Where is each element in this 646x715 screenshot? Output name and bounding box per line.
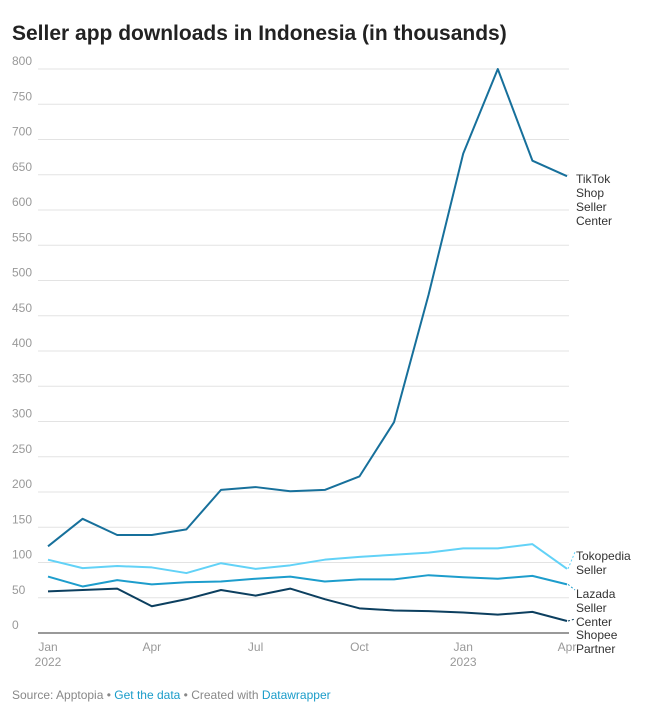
x-tick-label: Apr: [558, 640, 577, 654]
y-tick-label: 400: [12, 336, 32, 350]
line-chart: 0 50 100 150 200 250 300 350 400 450 500 550 600 650 7…: [12, 54, 631, 669]
y-tick-label: 200: [12, 477, 32, 491]
chart-title: Seller app downloads in Indonesia (in th…: [12, 22, 507, 45]
y-tick-label: 150: [12, 512, 32, 526]
y-tick-label: 600: [12, 195, 32, 209]
series-label: Seller: [576, 601, 607, 615]
series-line-3: [47, 587, 568, 622]
y-tick-label: 500: [12, 266, 32, 280]
y-tick-label: 0: [12, 618, 19, 632]
series-label: Seller: [576, 200, 607, 214]
separator: •: [103, 688, 115, 702]
datawrapper-link[interactable]: Datawrapper: [261, 688, 331, 702]
get-data-link[interactable]: Get the data: [114, 688, 181, 702]
y-tick-label: 450: [12, 301, 32, 315]
y-tick-label: 100: [12, 548, 32, 562]
label-connector: [567, 618, 576, 622]
y-tick-label: 800: [12, 54, 32, 68]
footer: Source: Apptopia • Get the data • Create…: [12, 688, 331, 702]
series-label: Tokopedia: [576, 549, 631, 563]
y-tick-label: 300: [12, 407, 32, 421]
series-label: Lazada: [576, 587, 616, 601]
y-tick-label: 250: [12, 442, 32, 456]
series-label: Center: [576, 615, 612, 629]
series-label: Seller: [576, 563, 607, 577]
series-label: TikTok: [576, 172, 611, 186]
separator: •: [180, 688, 192, 702]
y-tick-label: 650: [12, 160, 32, 174]
x-tick-label: Jan: [38, 640, 57, 654]
series-line-0: [47, 68, 568, 548]
series-label: Partner: [576, 642, 615, 656]
y-tick-label: 350: [12, 371, 32, 385]
x-tick-year: 2022: [35, 655, 62, 669]
y-tick-label: 750: [12, 89, 32, 103]
source: Source: Apptopia: [12, 688, 104, 702]
label-connector: [567, 551, 576, 570]
y-tick-label: 50: [12, 583, 26, 597]
x-tick-label: Apr: [142, 640, 161, 654]
x-tick-label: Oct: [350, 640, 369, 654]
series-line-1: [47, 543, 568, 575]
y-tick-label: 700: [12, 125, 32, 139]
x-tick-year: 2023: [450, 655, 477, 669]
series-label: Center: [576, 214, 612, 228]
label-connector: [567, 583, 576, 591]
x-tick-label: Jul: [248, 640, 263, 654]
series-line-2: [47, 574, 568, 588]
series-label: Shopee: [576, 628, 618, 642]
series-label: Shop: [576, 186, 604, 200]
y-tick-label: 550: [12, 230, 32, 244]
x-tick-label: Jan: [454, 640, 473, 654]
created-with: Created with: [191, 688, 262, 702]
